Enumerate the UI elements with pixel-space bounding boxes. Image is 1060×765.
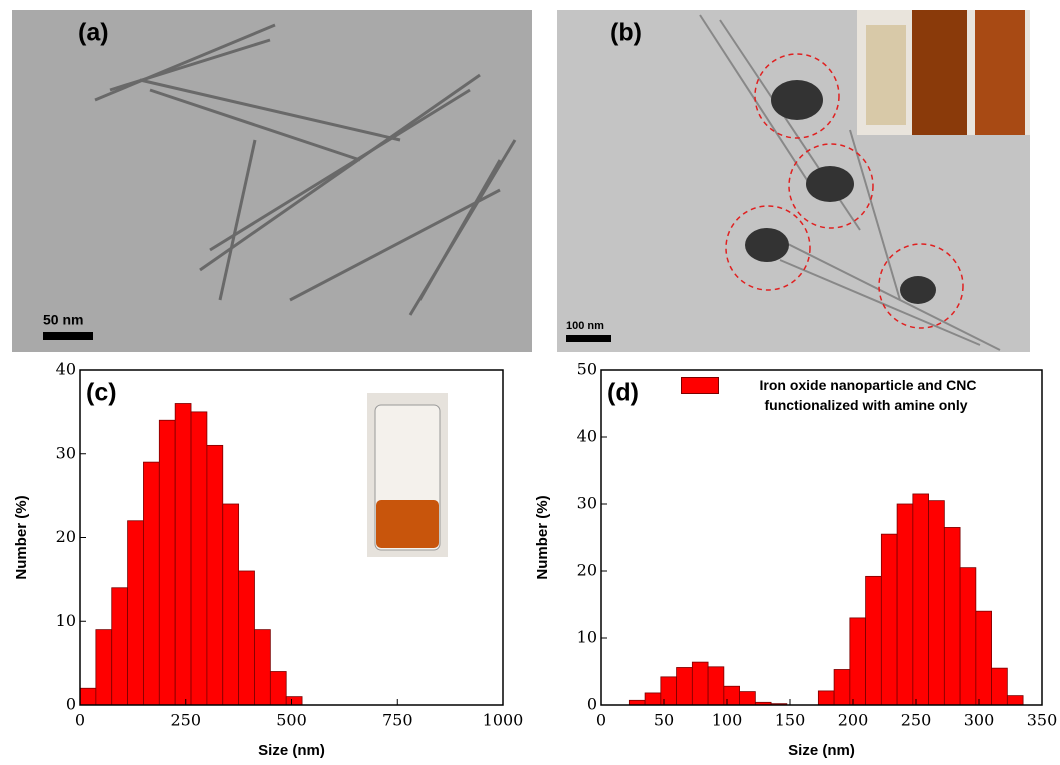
bar xyxy=(928,500,945,706)
bar xyxy=(912,493,929,706)
bar xyxy=(143,461,160,706)
x-tick-label: 300 xyxy=(964,711,995,730)
y-tick-label: 20 xyxy=(56,527,76,546)
bar xyxy=(238,570,255,706)
scale-bar-b xyxy=(566,335,611,342)
x-tick-label: 350 xyxy=(1027,711,1058,730)
bar xyxy=(644,692,662,706)
bar xyxy=(676,667,693,706)
bar xyxy=(833,669,851,706)
bar xyxy=(190,411,208,706)
bar xyxy=(158,419,176,706)
y-tick-label: 0 xyxy=(587,695,597,714)
legend-label: Iron oxide nanoparticle and CNC function… xyxy=(759,377,977,413)
y-tick-label: 10 xyxy=(56,611,76,630)
bar xyxy=(849,617,866,706)
bar xyxy=(865,575,882,706)
x-tick-label: 0 xyxy=(75,711,85,730)
panel-label-b: (b) xyxy=(610,19,642,47)
plot-frame xyxy=(600,369,1043,706)
y-tick-label: 0 xyxy=(66,695,76,714)
highlight-circles xyxy=(725,53,964,329)
bar xyxy=(959,567,977,706)
scale-bar-label-a: 50 nm xyxy=(43,312,83,328)
legend: Iron oxide nanoparticle and CNC function… xyxy=(681,375,1021,415)
bar xyxy=(127,520,144,706)
x-tick-label: 50 xyxy=(654,711,674,730)
y-tick-label: 30 xyxy=(577,494,597,513)
bar xyxy=(95,629,113,706)
bar xyxy=(691,661,709,706)
x-axis-label: Size (nm) xyxy=(788,742,855,759)
x-tick-label: 1000 xyxy=(483,711,524,730)
x-tick-label: 150 xyxy=(775,711,806,730)
y-tick-label: 50 xyxy=(577,360,597,379)
y-axis-label: Number (%) xyxy=(13,495,30,579)
x-tick-label: 0 xyxy=(596,711,606,730)
bar xyxy=(660,676,677,706)
x-axis-label: Size (nm) xyxy=(258,742,325,759)
bar xyxy=(896,503,914,706)
x-tick-label: 500 xyxy=(276,711,307,730)
y-axis-label: Number (%) xyxy=(534,495,551,579)
bar xyxy=(222,503,240,706)
scale-bar-a xyxy=(43,332,93,340)
panel-label: (c) xyxy=(86,379,117,407)
bar xyxy=(817,690,835,706)
micrograph-a xyxy=(12,10,532,352)
bar xyxy=(943,527,961,706)
nanorods-a xyxy=(94,23,517,316)
inset-photo-b xyxy=(857,10,1030,135)
bar xyxy=(206,444,224,706)
bar xyxy=(111,587,128,706)
x-tick-label: 250 xyxy=(170,711,201,730)
y-tick-label: 10 xyxy=(577,628,597,647)
bar xyxy=(880,533,898,706)
y-tick-label: 30 xyxy=(56,443,76,462)
bar xyxy=(739,691,756,706)
scale-bar-label-b: 100 nm xyxy=(566,320,604,332)
bar xyxy=(975,610,992,706)
x-tick-label: 750 xyxy=(382,711,413,730)
bar xyxy=(254,629,271,706)
bar xyxy=(285,696,303,706)
bar xyxy=(707,666,725,706)
x-tick-label: 250 xyxy=(901,711,932,730)
y-tick-label: 40 xyxy=(577,427,597,446)
panel-label-a: (a) xyxy=(78,19,109,47)
x-tick-label: 200 xyxy=(838,711,869,730)
panel-label: (d) xyxy=(607,379,639,407)
bar xyxy=(79,687,97,706)
bar xyxy=(269,671,287,706)
particles-b xyxy=(745,80,936,304)
bar xyxy=(723,685,740,706)
y-tick-label: 20 xyxy=(577,561,597,580)
y-tick-label: 40 xyxy=(56,360,76,379)
x-tick-label: 100 xyxy=(712,711,743,730)
bar xyxy=(991,667,1008,706)
legend-swatch xyxy=(681,377,719,394)
inset-vial-c xyxy=(367,393,448,557)
bar xyxy=(1006,695,1024,706)
bar xyxy=(174,403,192,706)
